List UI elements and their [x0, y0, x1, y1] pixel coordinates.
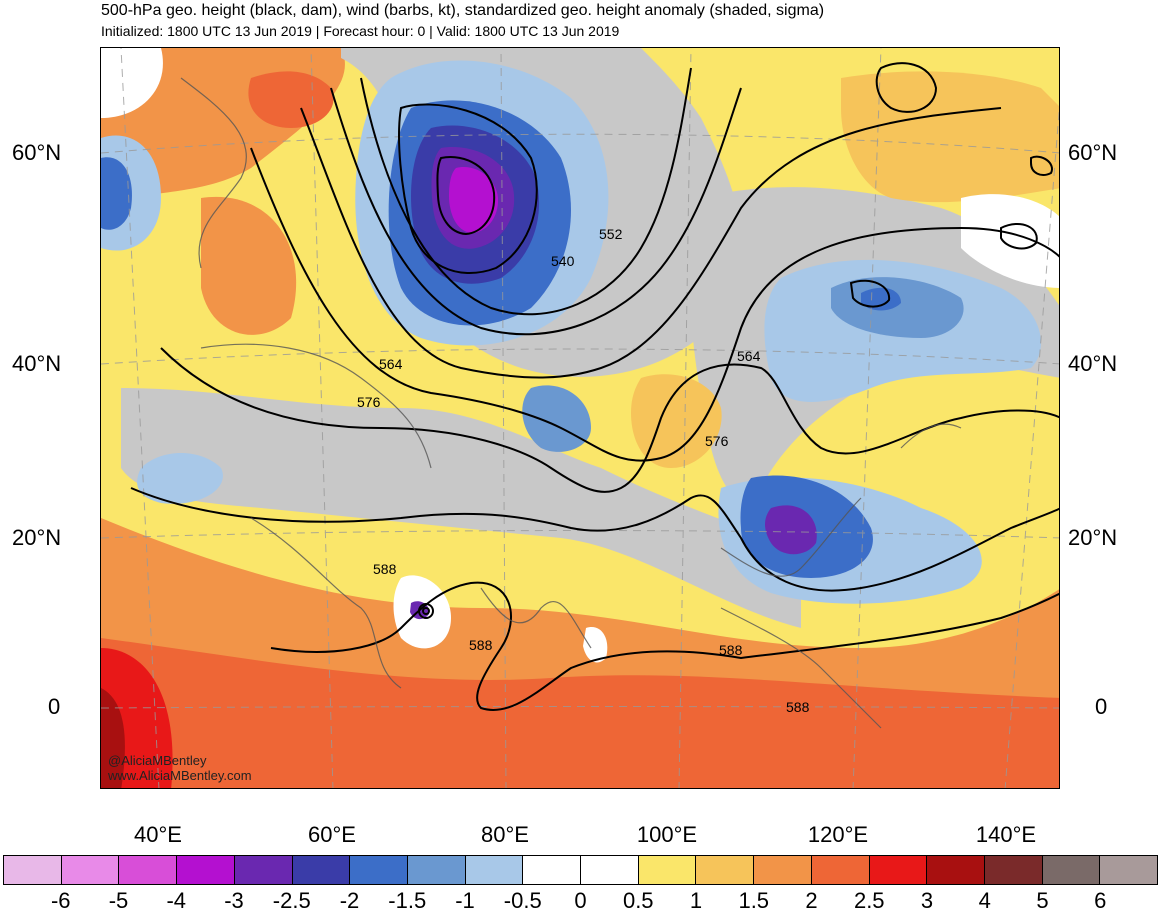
contour-label: 576 [705, 433, 729, 449]
map-canvas [101, 48, 1059, 788]
contour-label: 576 [357, 394, 381, 410]
lat-label-right: 0 [1095, 694, 1108, 719]
contour-label: 588 [469, 637, 493, 653]
colorbar-tick-label: 6 [1094, 888, 1107, 913]
contour-label: 540 [551, 253, 575, 269]
colorbar-swatch [1042, 856, 1101, 884]
contour-label: 588 [786, 699, 810, 715]
lon-label: 140°E [975, 822, 1037, 847]
lat-label-right: 60°N [1068, 140, 1118, 165]
colorbar-tick-label: -2 [339, 888, 360, 913]
figure-title: 500-hPa geo. height (black, dam), wind (… [101, 2, 825, 19]
lat-label-left: 20°N [12, 525, 62, 550]
colorbar-swatch [754, 856, 812, 884]
colorbar-tick-label: 1.5 [738, 888, 770, 913]
colorbar-swatch [1100, 856, 1158, 884]
colorbar-swatch [350, 856, 408, 884]
colorbar-tick-label: -0.5 [503, 888, 542, 913]
height-contours [130, 62, 1059, 711]
anomaly-shading [101, 48, 1059, 788]
colorbar-swatch [638, 856, 697, 884]
contour-label: 588 [373, 561, 397, 577]
credit-handle: @AliciaMBentley [108, 753, 207, 768]
lon-label: 40°E [134, 822, 182, 847]
lon-label: 120°E [807, 822, 869, 847]
colorbar-tick-label: 5 [1036, 888, 1049, 913]
figure-subtitle: Initialized: 1800 UTC 13 Jun 2019 | Fore… [101, 23, 620, 39]
colorbar-swatch [581, 856, 639, 884]
colorbar-tick-label: 4 [978, 888, 991, 913]
contour-label: 552 [599, 226, 623, 242]
colorbar-swatch [292, 856, 351, 884]
colorbar-tick-label: 2 [805, 888, 818, 913]
lon-label: 100°E [636, 822, 698, 847]
colorbar-swatch [696, 856, 755, 884]
lon-label: 60°E [308, 822, 356, 847]
lat-label-left: 0 [48, 694, 61, 719]
colorbar-tick-label: -5 [108, 888, 129, 913]
contour-label: 564 [737, 348, 761, 364]
coastlines [180, 77, 962, 729]
colorbar-swatch [61, 856, 120, 884]
contour-label: 588 [719, 642, 743, 658]
colorbar-tick-label: 0 [574, 888, 587, 913]
colorbar-swatch [234, 856, 293, 884]
lon-label: 80°E [481, 822, 529, 847]
colorbar-tick-label: -6 [50, 888, 71, 913]
colorbar-tick-label: -1.5 [388, 888, 427, 913]
lat-label-left: 40°N [12, 351, 62, 376]
lat-label-left: 60°N [12, 140, 62, 165]
colorbar-tick-label: 3 [920, 888, 934, 913]
colorbar-swatch [177, 856, 235, 884]
colorbar-tick-label: -1 [455, 888, 475, 913]
colorbar-swatch [407, 856, 466, 884]
lat-label-right: 20°N [1068, 525, 1118, 550]
colorbar-swatch [523, 856, 582, 884]
colorbar-swatch [4, 856, 62, 884]
colorbar-swatch [984, 856, 1043, 884]
colorbar-tick-label: 0.5 [622, 888, 654, 913]
colorbar-swatch [869, 856, 928, 884]
colorbar [3, 855, 1158, 885]
colorbar-tick-label: 2.5 [853, 888, 885, 913]
contour-label: 564 [379, 356, 403, 372]
colorbar-tick-label: -2.5 [272, 888, 311, 913]
colorbar-swatch [465, 856, 524, 884]
colorbar-swatch [927, 856, 985, 884]
map-panel: 552 540 564 564 576 576 588 588 588 588 [100, 47, 1060, 789]
lat-label-right: 40°N [1068, 351, 1118, 376]
colorbar-tick-label: 1 [689, 888, 703, 913]
colorbar-tick-label: -3 [224, 888, 244, 913]
colorbar-swatch [811, 856, 870, 884]
colorbar-swatch [119, 856, 178, 884]
credit-site: www.AliciaMBentley.com [108, 768, 252, 783]
colorbar-tick-label: -4 [166, 888, 187, 913]
